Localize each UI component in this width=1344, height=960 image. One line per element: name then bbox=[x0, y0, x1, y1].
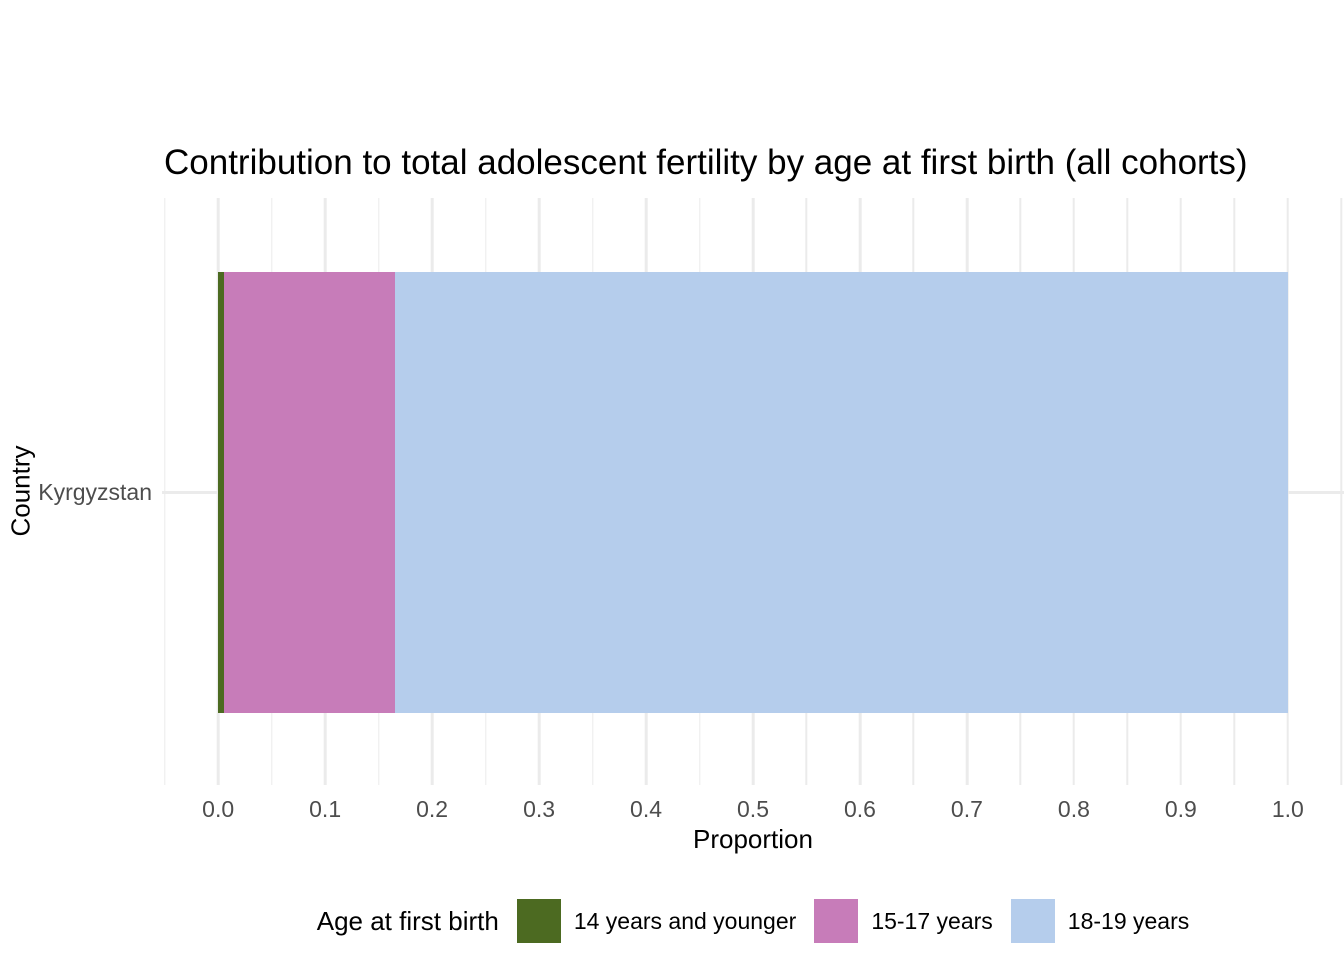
legend: Age at first birth 14 years and younger … bbox=[162, 897, 1344, 945]
bar-segment-15-17-years bbox=[223, 272, 395, 713]
bar-kyrgyzstan bbox=[218, 272, 1288, 713]
legend-item-14-years-and-younger: 14 years and younger bbox=[516, 899, 797, 943]
x-tick-label: 0.2 bbox=[416, 796, 449, 822]
legend-item-18-19-years: 18-19 years bbox=[1010, 899, 1190, 943]
x-tick-label: 0.5 bbox=[737, 796, 769, 822]
bar-segment-18-19-years bbox=[394, 272, 1288, 713]
x-tick-labels: 0.0 0.1 0.2 0.3 0.4 0.5 0.6 0.7 0.8 0.9 1.0 bbox=[162, 797, 1344, 823]
x-tick-label: 0.9 bbox=[1164, 796, 1197, 822]
x-tick-label: 0.0 bbox=[202, 796, 235, 822]
legend-swatch-18-19-years bbox=[1010, 899, 1055, 943]
x-axis-title: Proportion bbox=[693, 824, 813, 854]
legend-swatch-14-years-and-younger bbox=[516, 899, 561, 943]
x-tick-label: 0.4 bbox=[630, 796, 663, 822]
x-tick-label: 0.1 bbox=[309, 796, 342, 822]
legend-swatch-15-17-years bbox=[814, 899, 859, 943]
x-tick-label: 0.7 bbox=[950, 796, 983, 822]
plot-panel bbox=[162, 198, 1344, 785]
bar-segment-14-years-and-younger bbox=[218, 272, 224, 713]
x-tick-label: 0.3 bbox=[523, 796, 556, 822]
x-tick-label: 0.8 bbox=[1057, 796, 1090, 822]
legend-item-15-17-years: 15-17 years bbox=[814, 899, 993, 943]
y-tick-label-kyrgyzstan: Kyrgyzstan bbox=[38, 479, 152, 505]
legend-label-18-19-years: 18-19 years bbox=[1067, 907, 1190, 934]
legend-title: Age at first birth bbox=[316, 905, 499, 936]
legend-label-14-years-and-younger: 14 years and younger bbox=[573, 907, 797, 934]
chart-title: Contribution to total adolescent fertili… bbox=[164, 143, 1248, 182]
x-tick-label: 0.6 bbox=[843, 796, 876, 822]
legend-label-15-17-years: 15-17 years bbox=[871, 907, 993, 934]
y-axis-title: Country bbox=[5, 445, 36, 537]
x-tick-label: 1.0 bbox=[1271, 796, 1304, 822]
